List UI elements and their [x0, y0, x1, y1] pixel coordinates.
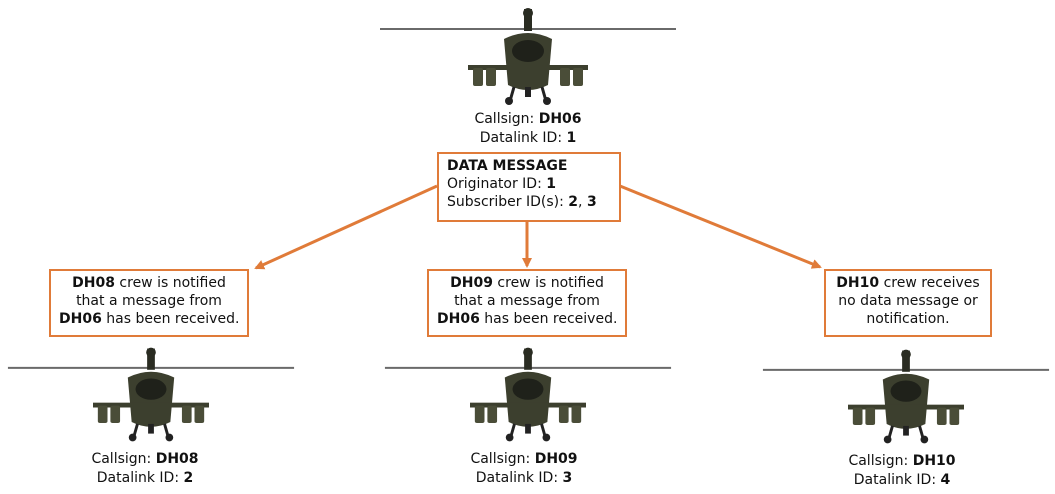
data-message-title: DATA MESSAGE — [447, 158, 568, 174]
datalink-id-dh09: 3 — [562, 470, 573, 486]
helicopter-dh09-icon — [384, 347, 672, 442]
datalink-id-dh06: 1 — [566, 130, 577, 146]
originator-id: 1 — [546, 176, 556, 192]
callsign-dh08: DH08 — [155, 451, 199, 467]
helicopter-dh10-icon — [762, 349, 1050, 444]
data-message-box: DATA MESSAGE Originator ID: 1 Subscriber… — [437, 152, 621, 222]
subscriber-id: 3 — [586, 194, 597, 210]
helicopter-dh06-icon — [380, 8, 676, 105]
helicopter-dh10-label: Callsign: DH10 Datalink ID: 4 — [848, 453, 956, 488]
datalink-id-dh08: 2 — [183, 470, 194, 486]
helicopter-dh09-label: Callsign: DH09 Datalink ID: 3 — [470, 451, 578, 486]
notification-box-dh09: DH09 crew is notified that a message fro… — [427, 269, 627, 337]
callsign-dh06: DH06 — [538, 111, 582, 127]
helicopter-dh06-label: Callsign: DH06 Datalink ID: 1 — [474, 111, 582, 146]
notification-box-dh08: DH08 crew is notified that a message fro… — [49, 269, 249, 337]
notification-box-dh10: DH10 crew receives no data message or no… — [824, 269, 992, 337]
arrow-to-dh10 — [619, 184, 822, 269]
callsign-dh10: DH10 — [912, 453, 956, 469]
arrow-to-dh08 — [254, 184, 438, 270]
subscriber-id: 2 — [568, 194, 579, 210]
helicopter-dh08-icon — [7, 347, 295, 442]
helicopter-dh08-label: Callsign: DH08 Datalink ID: 2 — [91, 451, 199, 486]
callsign-dh09: DH09 — [534, 451, 578, 467]
datalink-id-dh10: 4 — [940, 472, 951, 488]
